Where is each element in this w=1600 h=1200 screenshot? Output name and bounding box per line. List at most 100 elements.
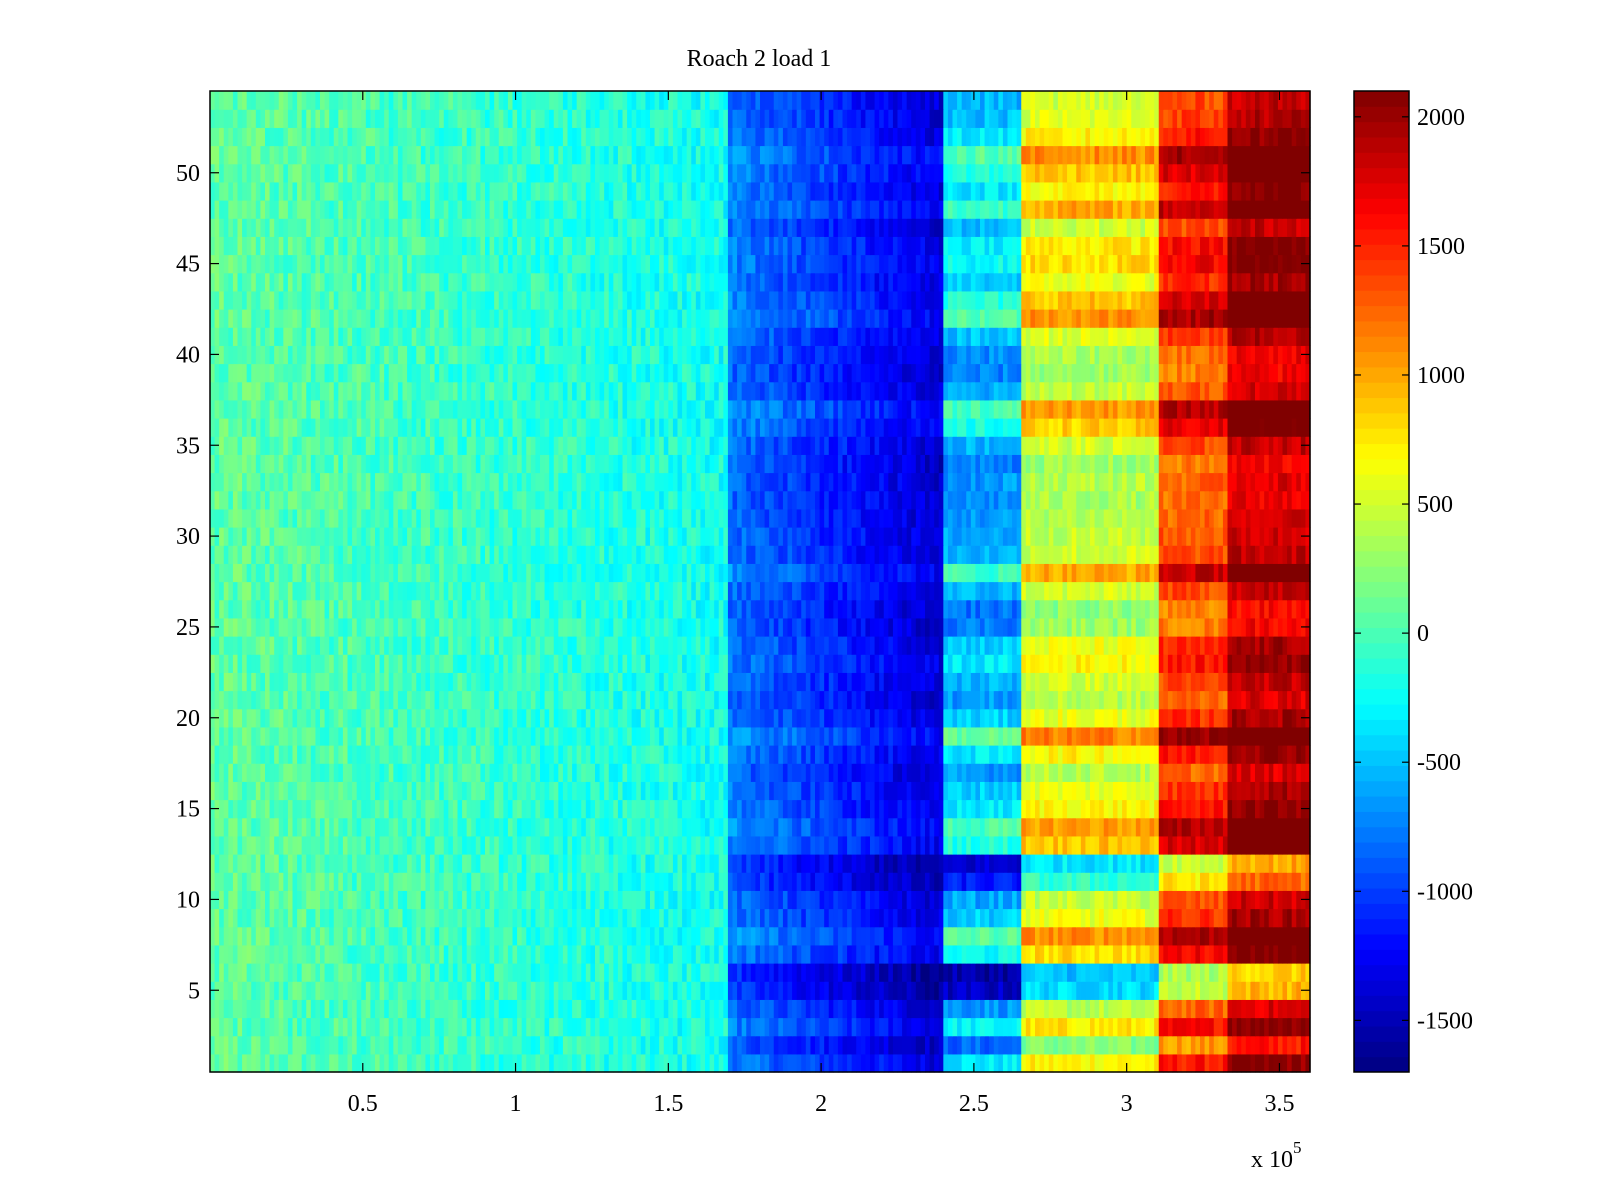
heatmap-cell [420,708,427,728]
heatmap-cell [452,1017,459,1037]
heatmap-cell [617,890,624,910]
heatmap-cell [274,835,280,855]
heatmap-cell [1071,944,1077,964]
heatmap-cell [975,926,981,946]
heatmap-cell [306,944,312,964]
heatmap-cell [970,872,977,891]
heatmap-cell [1135,872,1142,891]
heatmap-cell [595,708,601,728]
heatmap-cell [1232,1017,1238,1037]
heatmap-cell [691,726,697,746]
heatmap-cell [778,854,784,873]
heatmap-cell [1200,999,1206,1019]
heatmap-cell [448,708,454,728]
heatmap-cell [1204,872,1210,891]
heatmap-cell [1236,1053,1242,1073]
heatmap-cell [998,708,1004,728]
heatmap-cell [617,799,624,819]
heatmap-cell [801,745,807,764]
heatmap-cell [984,835,990,855]
heatmap-cell [659,908,665,928]
heatmap-cell [842,944,848,964]
heatmap-cell [517,745,523,764]
heatmap-cell [672,1035,679,1055]
heatmap-cell [265,1053,271,1073]
heatmap-cell [796,1017,802,1037]
heatmap-cell [526,854,532,873]
heatmap-cell [1300,1017,1307,1037]
heatmap-cell [466,799,472,819]
heatmap-cell [815,944,821,964]
heatmap-cell [274,890,280,910]
heatmap-cell [1007,763,1013,782]
heatmap-cell [585,690,592,710]
heatmap-cell [929,763,935,782]
heatmap-cell [760,708,766,728]
heatmap-cell [906,854,912,873]
heatmap-cell [805,726,812,746]
heatmap-cell [503,890,509,910]
heatmap-cell [805,1035,812,1055]
heatmap-cell [1172,981,1178,1000]
heatmap-cell [255,1053,262,1073]
heatmap-cell [210,1053,216,1073]
heatmap-cell [1099,981,1105,1000]
heatmap-cell [1025,817,1032,837]
heatmap-cell [1195,890,1201,910]
heatmap-cell [989,799,995,819]
heatmap-cell [1277,854,1284,873]
heatmap-cell [1241,708,1247,728]
heatmap-cell [292,781,298,801]
heatmap-cell [672,944,679,964]
heatmap-cell [1154,981,1160,1000]
heatmap-cell [617,908,624,928]
heatmap-cell [540,999,546,1019]
heatmap-cell [402,981,408,1000]
heatmap-cell [1002,999,1009,1019]
heatmap-cell [1117,763,1123,782]
heatmap-cell [1035,854,1041,873]
heatmap-cell [654,690,660,710]
heatmap-cell [732,854,738,873]
heatmap-cell [1250,963,1256,982]
heatmap-cell [535,944,541,964]
heatmap-cell [1305,1053,1311,1073]
heatmap-cell [1236,981,1242,1000]
heatmap-cell [801,872,807,891]
heatmap-cell [938,763,944,782]
heatmap-cell [975,1017,981,1037]
heatmap-cell [1241,872,1247,891]
heatmap-cell [883,1035,889,1055]
heatmap-cell [640,926,647,946]
heatmap-cell [269,963,275,982]
heatmap-cell [860,872,867,891]
heatmap-cell [957,890,963,910]
heatmap-cell [851,926,857,946]
heatmap-cell [278,1035,284,1055]
heatmap-cell [255,835,262,855]
heatmap-cell [1057,890,1064,910]
heatmap-cell [1099,817,1105,837]
heatmap-cell [645,981,651,1000]
heatmap-cell [672,854,679,873]
heatmap-cell [315,745,321,764]
heatmap-cell [1062,763,1068,782]
heatmap-cell [1117,781,1123,801]
heatmap-cell [379,1053,385,1073]
heatmap-cell [255,999,262,1019]
heatmap-cell [801,1053,807,1073]
heatmap-cell [760,726,766,746]
heatmap-cell [1117,817,1123,837]
heatmap-cell [984,690,990,710]
heatmap-cell [815,999,821,1019]
heatmap-cell [1076,926,1082,946]
heatmap-cell [934,908,940,928]
heatmap-cell [617,1035,624,1055]
heatmap-cell [480,726,486,746]
heatmap-cell [278,854,284,873]
heatmap-cell [769,763,775,782]
heatmap-cell [320,745,326,764]
heatmap-cell [223,835,229,855]
heatmap-cell [714,872,720,891]
heatmap-cell [572,999,578,1019]
